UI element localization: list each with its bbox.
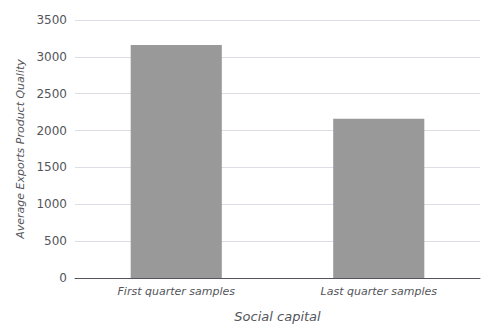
svg-text:2000: 2000 (36, 124, 67, 138)
svg-text:3000: 3000 (36, 50, 67, 64)
svg-text:Last quarter samples: Last quarter samples (321, 285, 438, 298)
svg-text:Average Exports Product Qualit: Average Exports Product Quality (14, 59, 27, 240)
svg-text:0: 0 (59, 271, 67, 285)
svg-text:1500: 1500 (36, 160, 67, 174)
svg-text:1000: 1000 (36, 197, 67, 211)
svg-text:First quarter samples: First quarter samples (118, 285, 236, 298)
svg-text:Social capital: Social capital (234, 309, 321, 324)
svg-text:3500: 3500 (36, 13, 67, 27)
svg-text:500: 500 (44, 234, 67, 248)
svg-text:2500: 2500 (36, 87, 67, 101)
